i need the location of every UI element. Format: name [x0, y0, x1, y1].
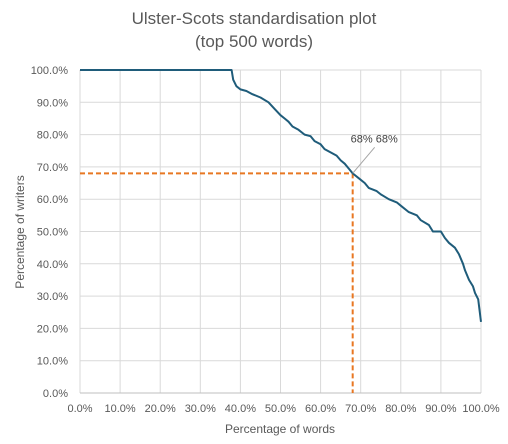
annotation-label: 68% 68% — [351, 133, 398, 145]
y-tick-label: 10.0% — [37, 356, 68, 368]
series-line — [80, 69, 482, 323]
x-tick-label: 10.0% — [104, 403, 135, 415]
y-tick-labels: 0.0% 10.0% 20.0% 30.0% 40.0% 50.0% 60.0% 70.0% 8… — [31, 65, 69, 400]
reference-lines — [80, 172, 354, 393]
x-axis-label: Percentage of words — [225, 422, 335, 436]
x-tick-label: 30.0% — [185, 403, 216, 415]
x-tick-label: 60.0% — [305, 403, 336, 415]
x-tick-labels: 0.0% 10.0% 20.0% 30.0% 40.0% 50.0% 60.0% 70.0% 8… — [67, 403, 499, 415]
y-tick-label: 60.0% — [37, 194, 68, 206]
y-tick-label: 30.0% — [37, 291, 68, 303]
chart-title: Ulster-Scots standardisation plot — [132, 9, 377, 28]
x-tick-label: 100.0% — [462, 403, 500, 415]
x-tick-label: 50.0% — [265, 403, 296, 415]
y-tick-label: 100.0% — [31, 65, 69, 77]
chart-subtitle: (top 500 words) — [195, 32, 313, 51]
annotation-leader-line — [352, 147, 376, 174]
x-tick-label: 80.0% — [385, 403, 416, 415]
y-tick-label: 40.0% — [37, 259, 68, 271]
y-tick-label: 90.0% — [37, 97, 68, 109]
y-tick-label: 70.0% — [37, 162, 68, 174]
y-tick-label: 0.0% — [43, 388, 68, 400]
annotation-layer: 68% 68% — [351, 133, 398, 174]
y-tick-label: 80.0% — [37, 130, 68, 142]
x-tick-label: 20.0% — [145, 403, 176, 415]
y-axis-label: Percentage of writers — [13, 175, 27, 288]
y-tick-label: 20.0% — [37, 323, 68, 335]
gridlines — [79, 69, 482, 394]
y-tick-label: 50.0% — [37, 227, 68, 239]
x-tick-label: 0.0% — [67, 403, 92, 415]
x-tick-label: 90.0% — [425, 403, 456, 415]
series-layer — [80, 69, 482, 323]
x-tick-label: 40.0% — [225, 403, 256, 415]
x-tick-label: 70.0% — [345, 403, 376, 415]
